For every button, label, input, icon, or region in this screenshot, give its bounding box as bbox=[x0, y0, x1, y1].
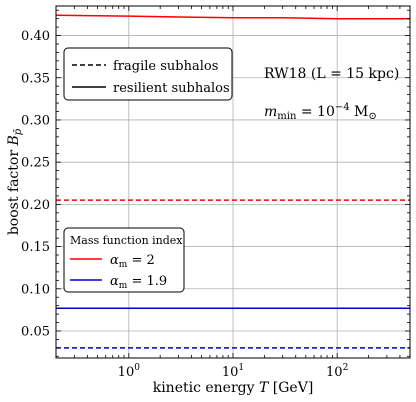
y-tick-label: 0.10 bbox=[21, 282, 50, 297]
y-axis-ticks: 0.05 0.10 0.15 0.20 0.25 0.30 0.35 0.40 bbox=[21, 9, 410, 357]
x-tick-label: 100 bbox=[118, 363, 141, 380]
legend-alpha19-label: αm = 1.9 bbox=[110, 274, 167, 291]
y-tick-label: 0.35 bbox=[21, 71, 50, 86]
y-tick-label: 0.20 bbox=[21, 198, 50, 213]
legend-resilient-label: resilient subhalos bbox=[113, 81, 230, 96]
mmin-annotation: mmin = 10−4 M⊙ bbox=[264, 102, 377, 122]
y-tick-label: 0.15 bbox=[21, 240, 50, 255]
series-line bbox=[55, 14, 410, 20]
data-series bbox=[55, 14, 410, 349]
y-tick-label: 0.30 bbox=[21, 113, 50, 128]
mass-legend-title: Mass function index bbox=[70, 234, 183, 247]
legend-fragile-label: fragile subhalos bbox=[113, 59, 218, 74]
y-tick-label: 0.40 bbox=[21, 29, 50, 44]
x-axis-label: kinetic energy T [GeV] bbox=[153, 380, 314, 396]
style-legend: fragile subhalos resilient subhalos bbox=[63, 47, 233, 101]
y-tick-label: 0.25 bbox=[21, 156, 50, 171]
model-annotation: RW18 (L = 15 kpc) bbox=[264, 66, 399, 82]
plot-frame bbox=[55, 5, 411, 359]
y-tick-label: 0.05 bbox=[21, 324, 50, 339]
legend-alpha2-label: αm = 2 bbox=[110, 253, 155, 270]
mass-legend-box bbox=[63, 227, 185, 293]
y-axis-label: boost factor Bp̄ bbox=[6, 128, 24, 235]
x-tick-label: 102 bbox=[326, 363, 348, 380]
x-tick-label: 101 bbox=[222, 363, 244, 380]
mass-function-legend: Mass function index αm = 2 αm = 1.9 bbox=[63, 227, 185, 293]
